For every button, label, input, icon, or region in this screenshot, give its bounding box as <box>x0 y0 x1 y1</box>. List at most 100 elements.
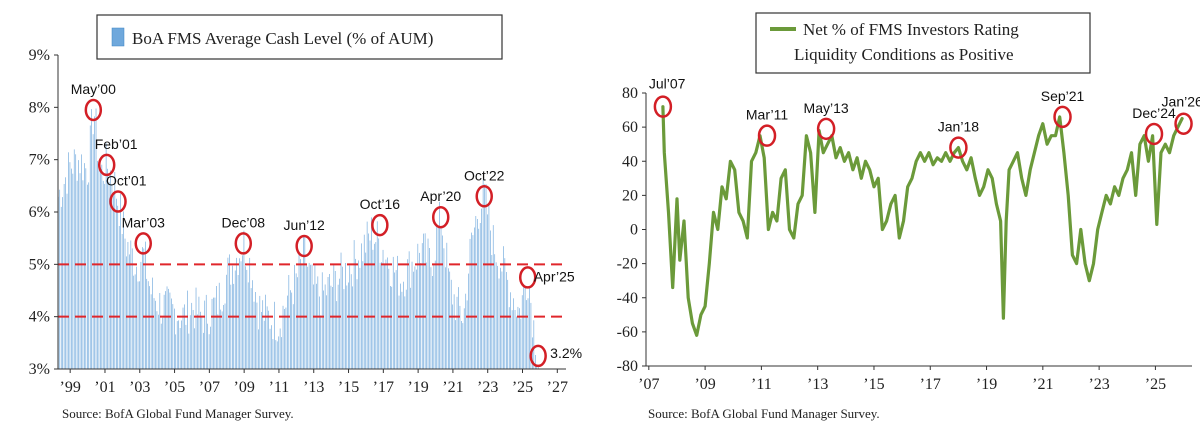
cash-bar <box>388 268 390 369</box>
cash-bar <box>345 263 346 369</box>
cash-level-chart: 3% 4% 5% 6% 7% 8% 9% ’99 ’01 ’03 ’05 ’07 ’09 ’11 ’13 ’1… <box>29 14 582 421</box>
cash-bar <box>147 281 149 369</box>
cash-bar <box>516 316 517 369</box>
cash-bar <box>179 328 181 369</box>
highlight-ring <box>949 136 968 159</box>
cash-bar <box>288 275 290 369</box>
cash-bar <box>530 302 532 369</box>
cash-bar <box>259 295 261 369</box>
highlight-ring <box>84 98 103 122</box>
cash-bar <box>265 294 266 369</box>
cash-bar <box>469 238 471 369</box>
cash-bar <box>326 295 327 369</box>
cash-bar <box>394 272 395 369</box>
cash-bar <box>448 268 449 369</box>
cash-bar <box>255 292 256 369</box>
cash-bar <box>397 255 398 369</box>
cash-bar <box>297 277 298 369</box>
cash-bar <box>533 320 535 369</box>
cash-bar <box>160 323 162 369</box>
highlight-ring <box>529 344 547 368</box>
cash-bar <box>140 261 142 369</box>
cash-bar <box>443 248 445 369</box>
cash-bar <box>152 277 153 369</box>
cash-bar <box>82 180 84 369</box>
x-tick-label: ’15 <box>338 379 359 396</box>
cash-bar <box>181 320 182 369</box>
cash-bar <box>155 300 156 369</box>
cash-bar <box>278 336 280 369</box>
cash-bar <box>504 258 506 369</box>
cash-bar <box>234 270 236 369</box>
highlight-ring <box>518 266 537 289</box>
cash-bar <box>490 230 491 369</box>
y-tick-label: 5% <box>29 256 50 273</box>
cash-bar <box>226 274 227 369</box>
cash-bar <box>434 260 436 369</box>
cash-bar <box>130 240 132 369</box>
cash-bar <box>536 365 538 369</box>
cash-bar <box>72 173 74 369</box>
cash-bar <box>362 261 364 369</box>
highlight-ring <box>234 232 253 255</box>
cash-bar <box>150 294 152 369</box>
cash-bar <box>427 238 429 369</box>
cash-bar <box>75 154 77 369</box>
annotation-label: Mar’11 <box>746 107 788 123</box>
cash-bar <box>66 193 68 369</box>
cash-bar <box>321 272 323 369</box>
x-tick-label: ’05 <box>164 379 185 396</box>
cash-bar <box>442 235 443 369</box>
cash-bar <box>153 298 155 369</box>
cash-bar <box>89 125 91 369</box>
cash-bar <box>276 341 278 369</box>
cash-bar <box>198 296 200 369</box>
cash-bar <box>375 242 377 369</box>
cash-bar <box>468 273 469 369</box>
cash-bar <box>142 247 143 369</box>
cash-bar <box>488 202 490 369</box>
highlight-ring <box>109 190 127 213</box>
cash-bar <box>217 314 219 369</box>
cash-bar <box>178 320 179 369</box>
cash-bar <box>91 109 92 369</box>
annotation-label: Mar’03 <box>122 214 166 230</box>
cash-bar <box>295 273 297 369</box>
cash-bar <box>514 310 516 369</box>
cash-bar <box>204 300 206 369</box>
x-tick-label: ’25 <box>512 379 533 396</box>
y-tick-label: -60 <box>617 324 638 341</box>
x-tick-label: ’11 <box>269 379 290 396</box>
highlight-ring <box>816 117 836 141</box>
annotation-label: Jan’18 <box>938 119 979 135</box>
cash-bar <box>308 262 310 369</box>
x-tick-label: ’01 <box>94 379 115 396</box>
cash-bar <box>263 320 265 369</box>
cash-bar <box>108 182 110 369</box>
cash-bar <box>498 278 500 369</box>
cash-bar <box>240 261 242 369</box>
y-tick-label: 3% <box>29 361 50 378</box>
x-tick-label: ’27 <box>547 379 568 396</box>
cash-bar <box>94 116 95 370</box>
cash-bar <box>227 257 229 369</box>
cash-bar <box>479 223 481 369</box>
x-tick-label: ’09 <box>233 379 254 396</box>
cash-bar <box>408 251 410 369</box>
source-note: Source: BofA Global Fund Manager Survey. <box>62 406 294 421</box>
cash-bar <box>437 226 439 369</box>
cash-bar <box>307 266 309 369</box>
cash-bar <box>236 257 237 369</box>
y-tick-label: 9% <box>29 47 50 64</box>
cash-bar <box>117 205 119 369</box>
cash-bar <box>195 287 197 369</box>
cash-bar <box>365 252 367 369</box>
cash-bar <box>194 328 195 369</box>
cash-bar <box>201 317 203 369</box>
x-tick-label: ’11 <box>751 376 772 393</box>
cash-bar <box>118 226 120 369</box>
cash-bar <box>445 267 446 369</box>
cash-bar <box>537 365 539 369</box>
cash-bar <box>419 252 420 369</box>
cash-bar <box>114 171 116 369</box>
